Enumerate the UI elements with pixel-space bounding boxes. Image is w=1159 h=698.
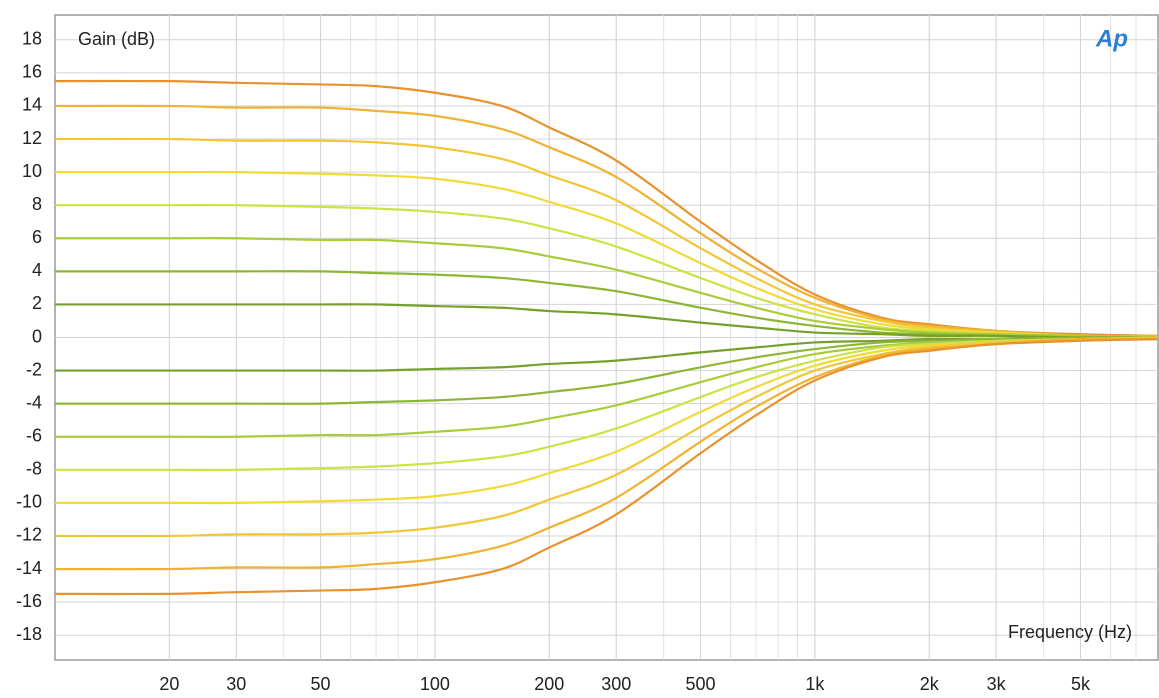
series-line bbox=[55, 336, 1159, 405]
y-tick-label: 18 bbox=[22, 29, 42, 49]
y-axis-label: Gain (dB) bbox=[78, 29, 155, 49]
y-tick-label: 0 bbox=[32, 326, 42, 346]
y-tick-label: -12 bbox=[16, 525, 42, 545]
lines bbox=[54, 79, 1159, 596]
y-tick-label: 8 bbox=[32, 194, 42, 214]
y-tick-label: 4 bbox=[32, 260, 42, 280]
x-tick-label: 30 bbox=[226, 674, 246, 694]
y-tick-label: 16 bbox=[22, 62, 42, 82]
series-line bbox=[55, 336, 1159, 472]
logo: Ap bbox=[1095, 25, 1128, 52]
y-tick-label: 14 bbox=[22, 95, 42, 115]
y-tick-label: 12 bbox=[22, 128, 42, 148]
y-tick-label: -8 bbox=[26, 459, 42, 479]
x-tick-label: 300 bbox=[601, 674, 631, 694]
y-tick-label: -6 bbox=[26, 425, 42, 445]
series-line bbox=[54, 303, 1159, 339]
y-tick-label: -2 bbox=[26, 359, 42, 379]
grid bbox=[55, 15, 1158, 660]
x-tick-label: 1k bbox=[805, 674, 825, 694]
x-tick-label: 20 bbox=[159, 674, 179, 694]
x-tick-label: 100 bbox=[420, 674, 450, 694]
series-line bbox=[54, 336, 1159, 538]
y-tick-label: -10 bbox=[16, 492, 42, 512]
series-line bbox=[54, 104, 1159, 338]
series-line bbox=[54, 237, 1159, 339]
y-tick-label: 10 bbox=[22, 161, 42, 181]
y-tick-label: -14 bbox=[16, 558, 42, 578]
y-tick-label: -16 bbox=[16, 591, 42, 611]
x-tick-label: 500 bbox=[685, 674, 715, 694]
x-tick-label: 50 bbox=[311, 674, 331, 694]
x-tick-label: 2k bbox=[920, 674, 940, 694]
y-tick-label: -4 bbox=[26, 392, 42, 412]
y-tick-label: -18 bbox=[16, 624, 42, 644]
x-axis-label: Frequency (Hz) bbox=[1008, 622, 1132, 642]
y-tick-label: 2 bbox=[32, 293, 42, 313]
x-tick-label: 200 bbox=[534, 674, 564, 694]
series-line bbox=[54, 338, 1159, 596]
y-tick-label: 6 bbox=[32, 227, 42, 247]
x-tick-label: 5k bbox=[1071, 674, 1091, 694]
series-line bbox=[54, 170, 1159, 339]
x-tick-label: 3k bbox=[987, 674, 1007, 694]
